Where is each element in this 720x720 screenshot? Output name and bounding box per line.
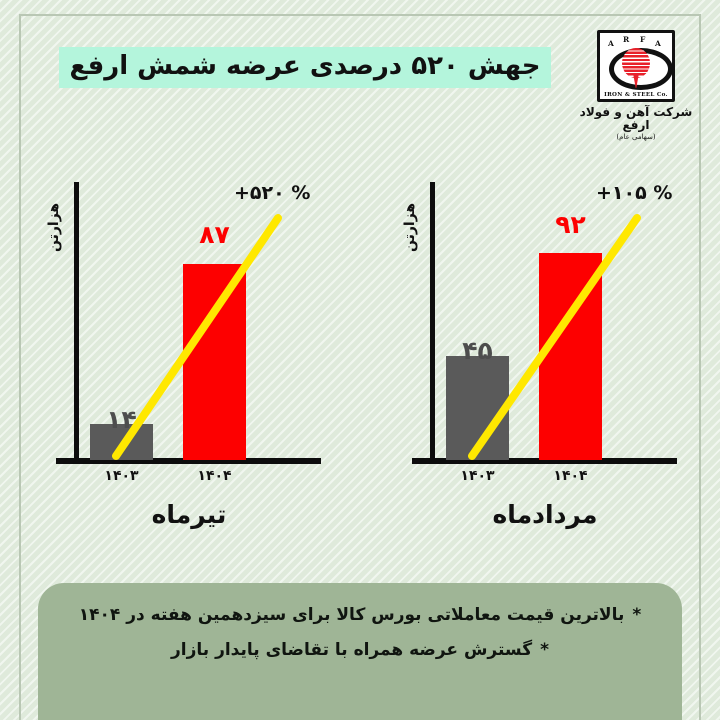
bar-value-tir-1403: ۱۴: [106, 405, 137, 434]
logo-droplet-icon: [622, 48, 650, 88]
plot-area-mordad: هزارتن ۴۵ ۹۲ +۱۰۵ % ۱۴۰۳ ۱۴۰۴: [400, 160, 690, 484]
footer-note-2-text: گسترش عرضه همراه با تقاضای پایدار بازار: [170, 640, 533, 661]
growth-annotation-tir: +۵۲۰ %: [234, 182, 311, 204]
footer-note-1-text: بالاترین قیمت معاملاتی بورس کالا برای سی…: [78, 605, 625, 625]
footer-notes: * بالاترین قیمت معاملاتی بورس کالا برای س…: [38, 583, 682, 720]
x-axis-mordad: [412, 458, 677, 464]
footer-note-2: * گسترش عرضه همراه با تقاضای پایدار بازار: [68, 640, 652, 661]
chart-title-tir: تیرماه: [151, 500, 227, 529]
x-tick-mordad-1403: ۱۴۰۳: [460, 468, 495, 484]
logo-letters: A R F A: [608, 35, 665, 48]
bar-value-tir-1404: ۸۷: [199, 220, 230, 249]
company-legal-form: (سهامی عام): [616, 133, 656, 142]
bar-tir-1404: [183, 264, 246, 460]
logo-mark-icon: A R F A IRON & STEEL Co.: [597, 30, 675, 102]
logo-mark-footer: IRON & STEEL Co.: [604, 92, 668, 98]
header: جهش ۵۲۰ درصدی عرضه شمش ارفع A R F A IRON…: [0, 0, 720, 150]
page-title-text: جهش ۵۲۰ درصدی عرضه شمش ارفع: [59, 46, 551, 88]
y-axis-mordad: [430, 182, 435, 460]
y-axis-label-tir: هزارتن: [46, 202, 62, 252]
x-axis-tir: [56, 458, 321, 464]
chart-title-mordad: مردادماه: [492, 500, 598, 529]
page-title: جهش ۵۲۰ درصدی عرضه شمش ارفع: [59, 46, 551, 88]
growth-annotation-mordad: +۱۰۵ %: [596, 182, 673, 204]
bar-value-mordad-1403: ۴۵: [462, 336, 493, 365]
bar-mordad-1404: [539, 253, 602, 460]
plot-area-tir: هزارتن ۱۴ ۸۷ +۵۲۰ % ۱۴۰۳ ۱۴۰۴: [44, 160, 334, 484]
x-tick-tir-1403: ۱۴۰۳: [104, 468, 139, 484]
x-tick-tir-1404: ۱۴۰۴: [197, 468, 232, 484]
bullet-star-2: *: [540, 640, 550, 661]
x-tick-mordad-1404: ۱۴۰۴: [553, 468, 588, 484]
bar-value-mordad-1404: ۹۲: [555, 210, 586, 239]
chart-mordad: هزارتن ۴۵ ۹۲ +۱۰۵ % ۱۴۰۳ ۱۴۰۴ مردادماه: [400, 160, 690, 550]
footer-note-1: * بالاترین قیمت معاملاتی بورس کالا برای س…: [68, 605, 652, 626]
company-logo: A R F A IRON & STEEL Co. شرکت آهن و فولا…: [572, 30, 700, 142]
y-axis-tir: [74, 182, 79, 460]
chart-tir: هزارتن ۱۴ ۸۷ +۵۲۰ % ۱۴۰۳ ۱۴۰۴ تیرماه: [44, 160, 334, 550]
bar-mordad-1403: [446, 356, 509, 460]
company-name: شرکت آهن و فولاد ارفع: [579, 105, 693, 133]
bullet-star-1: *: [632, 605, 642, 625]
y-axis-label-mordad: هزارتن: [402, 202, 418, 252]
